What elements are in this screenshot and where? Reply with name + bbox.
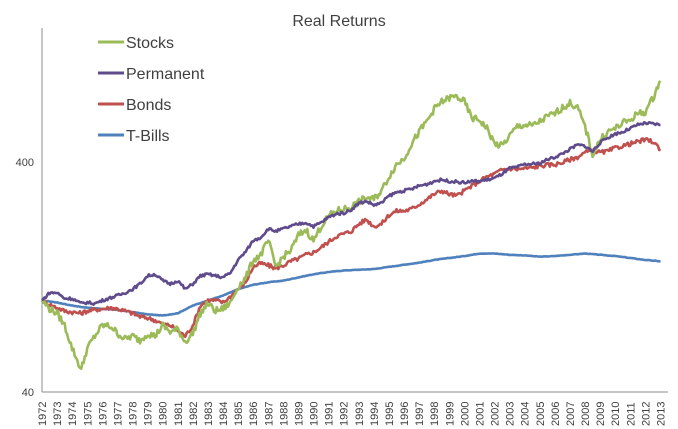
x-tick-label: 1976 xyxy=(97,402,109,426)
x-tick-label: 1987 xyxy=(263,402,275,426)
x-tick-label: 2010 xyxy=(610,402,622,426)
x-tick-label: 2008 xyxy=(580,402,592,426)
chart-title: Real Returns xyxy=(292,13,385,30)
x-tick-label: 2002 xyxy=(490,402,502,426)
x-tick-label: 1974 xyxy=(67,402,79,426)
x-tick-label: 1979 xyxy=(143,402,155,426)
x-tick-label: 1972 xyxy=(37,402,49,426)
x-tick-label: 1996 xyxy=(399,402,411,426)
x-tick-label: 1983 xyxy=(203,402,215,426)
legend-label-stocks: Stocks xyxy=(126,35,174,52)
x-tick-label: 1985 xyxy=(233,402,245,426)
legend-label-t-bills: T-Bills xyxy=(126,128,170,145)
x-tick-label: 2012 xyxy=(640,402,652,426)
x-tick-label: 1995 xyxy=(384,402,396,426)
legend-label-permanent: Permanent xyxy=(126,66,205,83)
x-tick-label: 1991 xyxy=(324,402,336,426)
x-tick-label: 2013 xyxy=(655,402,667,426)
chart-legend: Stocks Permanent Bonds T-Bills xyxy=(98,35,205,145)
series-line-permanent xyxy=(40,121,661,306)
x-tick-label: 2003 xyxy=(505,402,517,426)
x-tick-label: 1994 xyxy=(369,402,381,426)
x-tick-label: 1988 xyxy=(278,402,290,426)
x-tick-label: 1986 xyxy=(248,402,260,426)
x-tick-label: 2006 xyxy=(550,402,562,426)
x-tick-label: 1993 xyxy=(354,402,366,426)
series-line-t-bills xyxy=(42,252,661,317)
series-line-bonds xyxy=(40,137,662,339)
x-tick-label: 1980 xyxy=(158,402,170,426)
x-tick-label: 2005 xyxy=(535,402,547,426)
x-tick-label: 1982 xyxy=(188,402,200,426)
x-tick-label: 1975 xyxy=(82,402,94,426)
x-tick-label: 2000 xyxy=(459,402,471,426)
x-tick-label: 1984 xyxy=(218,402,230,426)
x-tick-label: 1992 xyxy=(339,402,351,426)
x-tick-label: 1997 xyxy=(414,402,426,426)
x-tick-label: 2011 xyxy=(625,402,637,426)
x-tick-label: 1973 xyxy=(52,402,64,426)
x-tick-label: 1989 xyxy=(293,402,305,426)
x-tick-label: 1977 xyxy=(112,402,124,426)
x-tick-label: 1999 xyxy=(444,402,456,426)
x-tick-label: 1998 xyxy=(429,402,441,426)
x-tick-label: 2001 xyxy=(474,402,486,426)
y-tick-label-400: 400 xyxy=(16,157,34,169)
x-tick-label: 1978 xyxy=(128,402,140,426)
x-tick-label: 2007 xyxy=(565,402,577,426)
x-tick-label: 2004 xyxy=(520,402,532,426)
legend-label-bonds: Bonds xyxy=(126,97,171,114)
y-tick-label-40: 40 xyxy=(22,387,34,399)
x-tick-label: 1990 xyxy=(309,402,321,426)
x-tick-label: 2009 xyxy=(595,402,607,426)
series-line-stocks xyxy=(40,80,662,370)
x-tick-label: 1981 xyxy=(173,402,185,426)
x-axis-tick-labels: 1972 1973 1974 1975 1976 1977 1978 1979 1980 1981… xyxy=(37,402,667,426)
series-lines xyxy=(40,80,662,370)
